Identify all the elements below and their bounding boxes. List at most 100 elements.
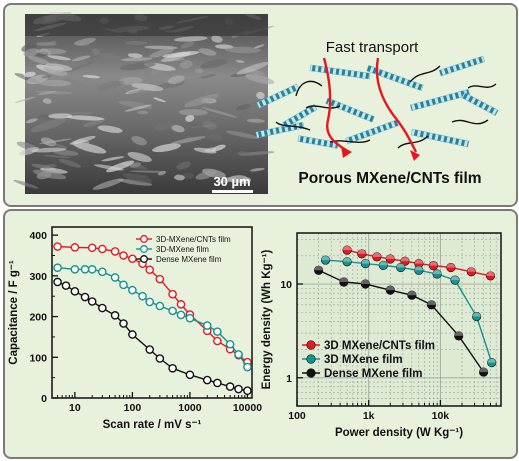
- legend-label: 3D-MXene film: [156, 245, 209, 254]
- data-point: [360, 259, 371, 269]
- y-tick-label: 300: [29, 271, 47, 283]
- sem-flake: [101, 156, 125, 162]
- data-point: [128, 285, 137, 295]
- film-label: Porous MXene/CNTs film: [298, 170, 481, 187]
- data-point-highlight: [450, 275, 460, 281]
- data-point: [80, 265, 90, 274]
- data-point-highlight: [400, 256, 410, 262]
- sem-flake: [92, 178, 124, 190]
- legend-item: 3D MXene/CNTs film: [302, 340, 435, 352]
- data-point-highlight: [385, 254, 395, 259]
- sem-flake: [127, 53, 143, 58]
- x-axis-label: Power density (W Kg⁻¹): [335, 427, 463, 439]
- plot-frame: [296, 232, 502, 407]
- data-point: [372, 252, 382, 262]
- legend-label: Dense MXene film: [324, 368, 422, 380]
- data-point-highlight: [414, 266, 424, 271]
- data-point-highlight: [429, 261, 438, 266]
- data-point-body: [446, 262, 456, 273]
- sem-flake: [58, 158, 82, 168]
- fast-transport-label: Fast transport: [326, 39, 419, 56]
- data-point: [414, 265, 424, 275]
- data-point-body: [320, 255, 331, 265]
- data-point: [128, 254, 137, 264]
- sem-flake: [131, 136, 147, 146]
- capacitance-chart: 10 100 1000 10000 0 100 200 300 400 Scan rate / m…: [8, 226, 262, 431]
- y-tick-label: 1: [286, 373, 292, 385]
- data-point: [87, 265, 97, 274]
- data-point: [320, 255, 331, 265]
- data-point-body: [360, 259, 371, 269]
- data-point: [70, 243, 80, 252]
- legend-item: 3D-MXene/CNTs film: [136, 235, 231, 244]
- y-tick-label: 200: [29, 312, 47, 324]
- sem-flake: [94, 164, 124, 171]
- data-point-highlight: [472, 312, 481, 317]
- sem-texture: [13, 11, 275, 190]
- sem-flake: [45, 63, 73, 71]
- data-point: [432, 269, 442, 279]
- cnt-fiber: [275, 121, 311, 131]
- sem-flake: [225, 130, 260, 139]
- data-point: [414, 259, 424, 269]
- legend-label: 3D-MXene/CNTs film: [156, 235, 231, 244]
- sem-flake: [246, 118, 265, 123]
- y-tick-label: 100: [29, 352, 47, 364]
- sem-flake: [66, 115, 105, 121]
- mxene-flake: [309, 64, 371, 80]
- sem-flake: [97, 80, 125, 91]
- sem-flake: [168, 75, 185, 85]
- data-point-highlight: [372, 252, 382, 257]
- mxene-flake: [409, 89, 471, 111]
- data-point-highlight: [414, 259, 424, 264]
- data-point: [119, 251, 128, 260]
- data-point: [225, 339, 235, 349]
- sem-flake: [108, 58, 133, 67]
- data-point: [446, 262, 456, 273]
- sem-flake: [47, 55, 71, 61]
- data-point: [396, 262, 406, 273]
- sem-flake: [237, 151, 248, 157]
- transport-arrow: [375, 57, 418, 153]
- sem-flake: [224, 46, 261, 54]
- sem-flake: [129, 162, 142, 168]
- legend-marker: [306, 354, 316, 364]
- data-point: [342, 257, 352, 267]
- data-point: [485, 271, 496, 281]
- x-tick-label: 10: [69, 402, 81, 414]
- x-tick-label: 10k: [432, 410, 450, 422]
- series-dense-mxene-film: [53, 277, 252, 395]
- data-point-body: [478, 367, 489, 377]
- x-tick-label: 100: [124, 402, 142, 414]
- data-point-highlight: [339, 277, 349, 283]
- data-point: [87, 297, 97, 306]
- sem-flake: [174, 174, 185, 181]
- mxene-flake: [461, 92, 499, 116]
- sem-flake: [149, 48, 174, 58]
- mxene-flake: [325, 97, 375, 123]
- sem-flake: [240, 177, 252, 185]
- sem-flake: [131, 83, 164, 92]
- data-point: [213, 327, 222, 336]
- data-point: [478, 367, 489, 377]
- data-point-highlight: [487, 358, 497, 363]
- sem-flake: [153, 122, 175, 131]
- data-point-body: [378, 260, 388, 270]
- y-tick-label: 400: [29, 230, 47, 242]
- legend-item: 3D-MXene film: [136, 245, 209, 254]
- data-point: [466, 267, 476, 277]
- data-point-highlight: [396, 263, 406, 268]
- sem-flake: [194, 68, 204, 74]
- mxene-flake: [345, 119, 399, 145]
- data-point-highlight: [407, 290, 417, 296]
- data-point: [360, 279, 371, 289]
- data-point-body: [407, 290, 417, 300]
- data-point-highlight: [454, 331, 464, 336]
- data-point: [176, 300, 186, 309]
- data-point: [70, 265, 80, 274]
- data-point: [243, 362, 252, 372]
- data-point: [213, 378, 222, 388]
- sem-flake: [199, 59, 228, 69]
- sem-flake: [203, 121, 217, 130]
